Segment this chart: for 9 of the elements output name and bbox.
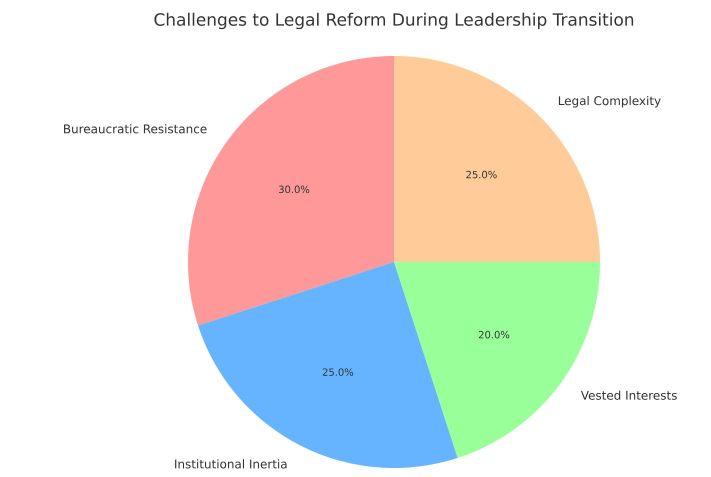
data-label: 30.0% <box>278 186 310 194</box>
slice-label: Institutional Inertia <box>175 459 287 469</box>
data-label: 25.0% <box>466 170 497 178</box>
data-label: 25.0% <box>322 368 354 376</box>
slice-label: Vested Interests <box>580 390 677 400</box>
slice-label: Bureaucratic Resistance <box>64 124 207 134</box>
data-label: 20.0% <box>478 330 510 338</box>
chart-title: Challenges to Legal Reform During Leadership Transition <box>154 12 634 30</box>
slice-label: Legal Complexity <box>558 96 661 108</box>
